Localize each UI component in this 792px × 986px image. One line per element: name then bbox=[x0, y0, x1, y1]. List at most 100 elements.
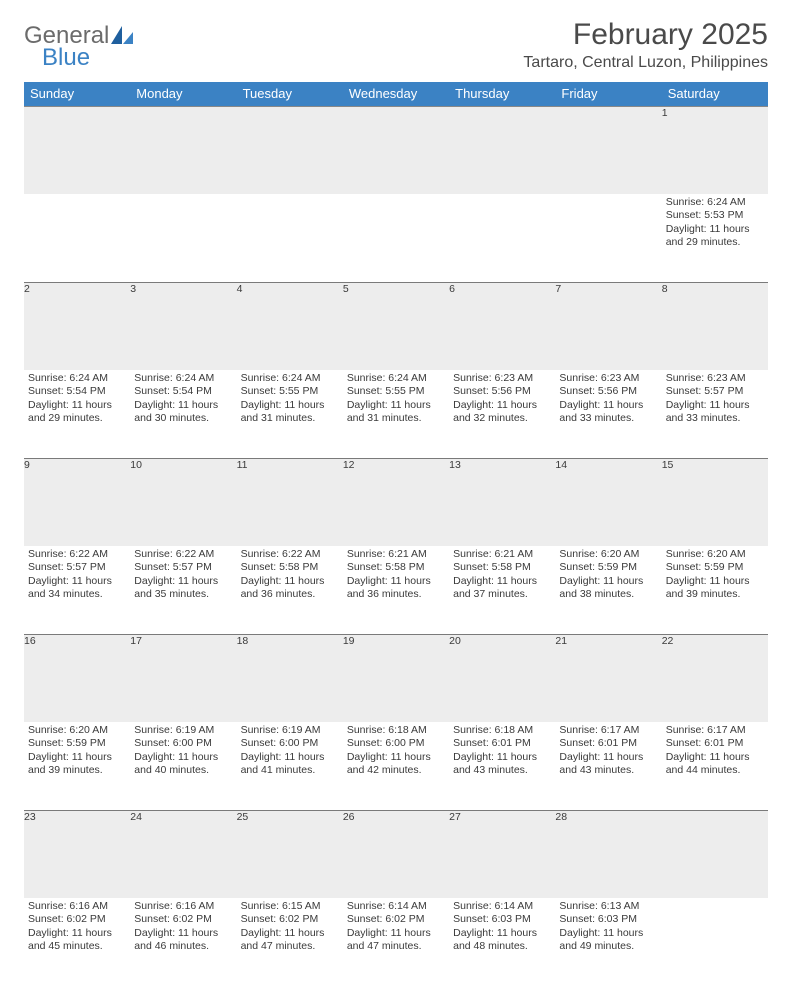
day-cell-content: Sunrise: 6:21 AMSunset: 5:58 PMDaylight:… bbox=[343, 546, 449, 606]
month-title: February 2025 bbox=[523, 18, 768, 52]
day-cell bbox=[662, 898, 768, 986]
day-number-cell: 11 bbox=[237, 458, 343, 546]
day-number-cell: 6 bbox=[449, 282, 555, 370]
day-cell-content: Sunrise: 6:15 AMSunset: 6:02 PMDaylight:… bbox=[237, 898, 343, 958]
day-cell bbox=[130, 194, 236, 282]
day-cell-content: Sunrise: 6:22 AMSunset: 5:57 PMDaylight:… bbox=[130, 546, 236, 606]
day-number-cell: 13 bbox=[449, 458, 555, 546]
day-cell-content: Sunrise: 6:13 AMSunset: 6:03 PMDaylight:… bbox=[555, 898, 661, 958]
day-number-cell: 14 bbox=[555, 458, 661, 546]
day-cell-content: Sunrise: 6:21 AMSunset: 5:58 PMDaylight:… bbox=[449, 546, 555, 606]
header: General Blue February 2025 Tartaro, Cent… bbox=[24, 18, 768, 72]
day-cell-content: Sunrise: 6:23 AMSunset: 5:57 PMDaylight:… bbox=[662, 370, 768, 430]
weekday-header: Wednesday bbox=[343, 82, 449, 106]
day-cell-content: Sunrise: 6:17 AMSunset: 6:01 PMDaylight:… bbox=[662, 722, 768, 782]
day-cell-content: Sunrise: 6:20 AMSunset: 5:59 PMDaylight:… bbox=[555, 546, 661, 606]
day-number-cell: 15 bbox=[662, 458, 768, 546]
calendar-body: 1Sunrise: 6:24 AMSunset: 5:53 PMDaylight… bbox=[24, 106, 768, 986]
day-cell-content: Sunrise: 6:19 AMSunset: 6:00 PMDaylight:… bbox=[237, 722, 343, 782]
day-number-cell: 12 bbox=[343, 458, 449, 546]
weekday-header: Tuesday bbox=[237, 82, 343, 106]
daynum-row: 2345678 bbox=[24, 282, 768, 370]
day-cell: Sunrise: 6:18 AMSunset: 6:00 PMDaylight:… bbox=[343, 722, 449, 810]
day-number-cell: 7 bbox=[555, 282, 661, 370]
logo-word-blue: Blue bbox=[42, 44, 133, 72]
day-cell: Sunrise: 6:21 AMSunset: 5:58 PMDaylight:… bbox=[449, 546, 555, 634]
day-number-cell: 5 bbox=[343, 282, 449, 370]
daynum-row: 16171819202122 bbox=[24, 634, 768, 722]
calendar-table: Sunday Monday Tuesday Wednesday Thursday… bbox=[24, 82, 768, 986]
day-cell bbox=[555, 194, 661, 282]
logo: General Blue bbox=[24, 24, 133, 72]
day-cell: Sunrise: 6:23 AMSunset: 5:56 PMDaylight:… bbox=[555, 370, 661, 458]
title-block: February 2025 Tartaro, Central Luzon, Ph… bbox=[523, 18, 768, 72]
day-number-cell: 24 bbox=[130, 810, 236, 898]
day-cell-content: Sunrise: 6:24 AMSunset: 5:55 PMDaylight:… bbox=[343, 370, 449, 430]
day-cell-content: Sunrise: 6:24 AMSunset: 5:53 PMDaylight:… bbox=[662, 194, 768, 254]
day-number-cell: 17 bbox=[130, 634, 236, 722]
day-number-cell: 26 bbox=[343, 810, 449, 898]
daynum-row: 232425262728 bbox=[24, 810, 768, 898]
day-number-cell: 27 bbox=[449, 810, 555, 898]
day-cell: Sunrise: 6:23 AMSunset: 5:57 PMDaylight:… bbox=[662, 370, 768, 458]
day-cell: Sunrise: 6:20 AMSunset: 5:59 PMDaylight:… bbox=[555, 546, 661, 634]
day-number-cell: 28 bbox=[555, 810, 661, 898]
day-number-cell: 10 bbox=[130, 458, 236, 546]
day-cell: Sunrise: 6:20 AMSunset: 5:59 PMDaylight:… bbox=[24, 722, 130, 810]
week-row: Sunrise: 6:22 AMSunset: 5:57 PMDaylight:… bbox=[24, 546, 768, 634]
day-number-cell bbox=[662, 810, 768, 898]
weekday-header: Thursday bbox=[449, 82, 555, 106]
day-cell: Sunrise: 6:14 AMSunset: 6:02 PMDaylight:… bbox=[343, 898, 449, 986]
week-row: Sunrise: 6:24 AMSunset: 5:53 PMDaylight:… bbox=[24, 194, 768, 282]
day-cell-content: Sunrise: 6:23 AMSunset: 5:56 PMDaylight:… bbox=[555, 370, 661, 430]
day-cell-content: Sunrise: 6:22 AMSunset: 5:58 PMDaylight:… bbox=[237, 546, 343, 606]
location-text: Tartaro, Central Luzon, Philippines bbox=[523, 54, 768, 72]
day-number-cell: 18 bbox=[237, 634, 343, 722]
day-cell-content: Sunrise: 6:16 AMSunset: 6:02 PMDaylight:… bbox=[130, 898, 236, 958]
day-number-cell: 1 bbox=[662, 106, 768, 194]
weekday-header: Monday bbox=[130, 82, 236, 106]
day-cell-content: Sunrise: 6:14 AMSunset: 6:03 PMDaylight:… bbox=[449, 898, 555, 958]
day-number-cell: 16 bbox=[24, 634, 130, 722]
day-number-cell: 3 bbox=[130, 282, 236, 370]
day-cell: Sunrise: 6:24 AMSunset: 5:53 PMDaylight:… bbox=[662, 194, 768, 282]
weekday-header-row: Sunday Monday Tuesday Wednesday Thursday… bbox=[24, 82, 768, 106]
logo-text-block: General Blue bbox=[24, 24, 133, 72]
day-cell: Sunrise: 6:19 AMSunset: 6:00 PMDaylight:… bbox=[130, 722, 236, 810]
day-cell: Sunrise: 6:19 AMSunset: 6:00 PMDaylight:… bbox=[237, 722, 343, 810]
day-cell: Sunrise: 6:24 AMSunset: 5:55 PMDaylight:… bbox=[237, 370, 343, 458]
day-number-cell bbox=[343, 106, 449, 194]
day-number-cell: 21 bbox=[555, 634, 661, 722]
day-cell: Sunrise: 6:24 AMSunset: 5:54 PMDaylight:… bbox=[24, 370, 130, 458]
day-cell: Sunrise: 6:16 AMSunset: 6:02 PMDaylight:… bbox=[130, 898, 236, 986]
day-number-cell bbox=[24, 106, 130, 194]
day-number-cell: 4 bbox=[237, 282, 343, 370]
week-row: Sunrise: 6:24 AMSunset: 5:54 PMDaylight:… bbox=[24, 370, 768, 458]
day-cell-content: Sunrise: 6:17 AMSunset: 6:01 PMDaylight:… bbox=[555, 722, 661, 782]
day-number-cell bbox=[555, 106, 661, 194]
day-cell: Sunrise: 6:24 AMSunset: 5:54 PMDaylight:… bbox=[130, 370, 236, 458]
day-cell-content: Sunrise: 6:18 AMSunset: 6:00 PMDaylight:… bbox=[343, 722, 449, 782]
day-cell-content: Sunrise: 6:18 AMSunset: 6:01 PMDaylight:… bbox=[449, 722, 555, 782]
day-cell-content: Sunrise: 6:20 AMSunset: 5:59 PMDaylight:… bbox=[662, 546, 768, 606]
day-cell-content: Sunrise: 6:24 AMSunset: 5:55 PMDaylight:… bbox=[237, 370, 343, 430]
day-cell bbox=[24, 194, 130, 282]
weekday-header: Sunday bbox=[24, 82, 130, 106]
day-cell bbox=[449, 194, 555, 282]
day-cell: Sunrise: 6:18 AMSunset: 6:01 PMDaylight:… bbox=[449, 722, 555, 810]
day-cell: Sunrise: 6:13 AMSunset: 6:03 PMDaylight:… bbox=[555, 898, 661, 986]
daynum-row: 1 bbox=[24, 106, 768, 194]
day-cell: Sunrise: 6:17 AMSunset: 6:01 PMDaylight:… bbox=[555, 722, 661, 810]
day-number-cell bbox=[130, 106, 236, 194]
day-cell-content: Sunrise: 6:19 AMSunset: 6:00 PMDaylight:… bbox=[130, 722, 236, 782]
day-cell: Sunrise: 6:16 AMSunset: 6:02 PMDaylight:… bbox=[24, 898, 130, 986]
day-number-cell: 20 bbox=[449, 634, 555, 722]
day-cell: Sunrise: 6:22 AMSunset: 5:57 PMDaylight:… bbox=[130, 546, 236, 634]
day-cell-content: Sunrise: 6:22 AMSunset: 5:57 PMDaylight:… bbox=[24, 546, 130, 606]
day-number-cell: 22 bbox=[662, 634, 768, 722]
day-cell bbox=[343, 194, 449, 282]
day-cell-content: Sunrise: 6:24 AMSunset: 5:54 PMDaylight:… bbox=[24, 370, 130, 430]
day-cell: Sunrise: 6:14 AMSunset: 6:03 PMDaylight:… bbox=[449, 898, 555, 986]
day-cell-content: Sunrise: 6:23 AMSunset: 5:56 PMDaylight:… bbox=[449, 370, 555, 430]
week-row: Sunrise: 6:16 AMSunset: 6:02 PMDaylight:… bbox=[24, 898, 768, 986]
